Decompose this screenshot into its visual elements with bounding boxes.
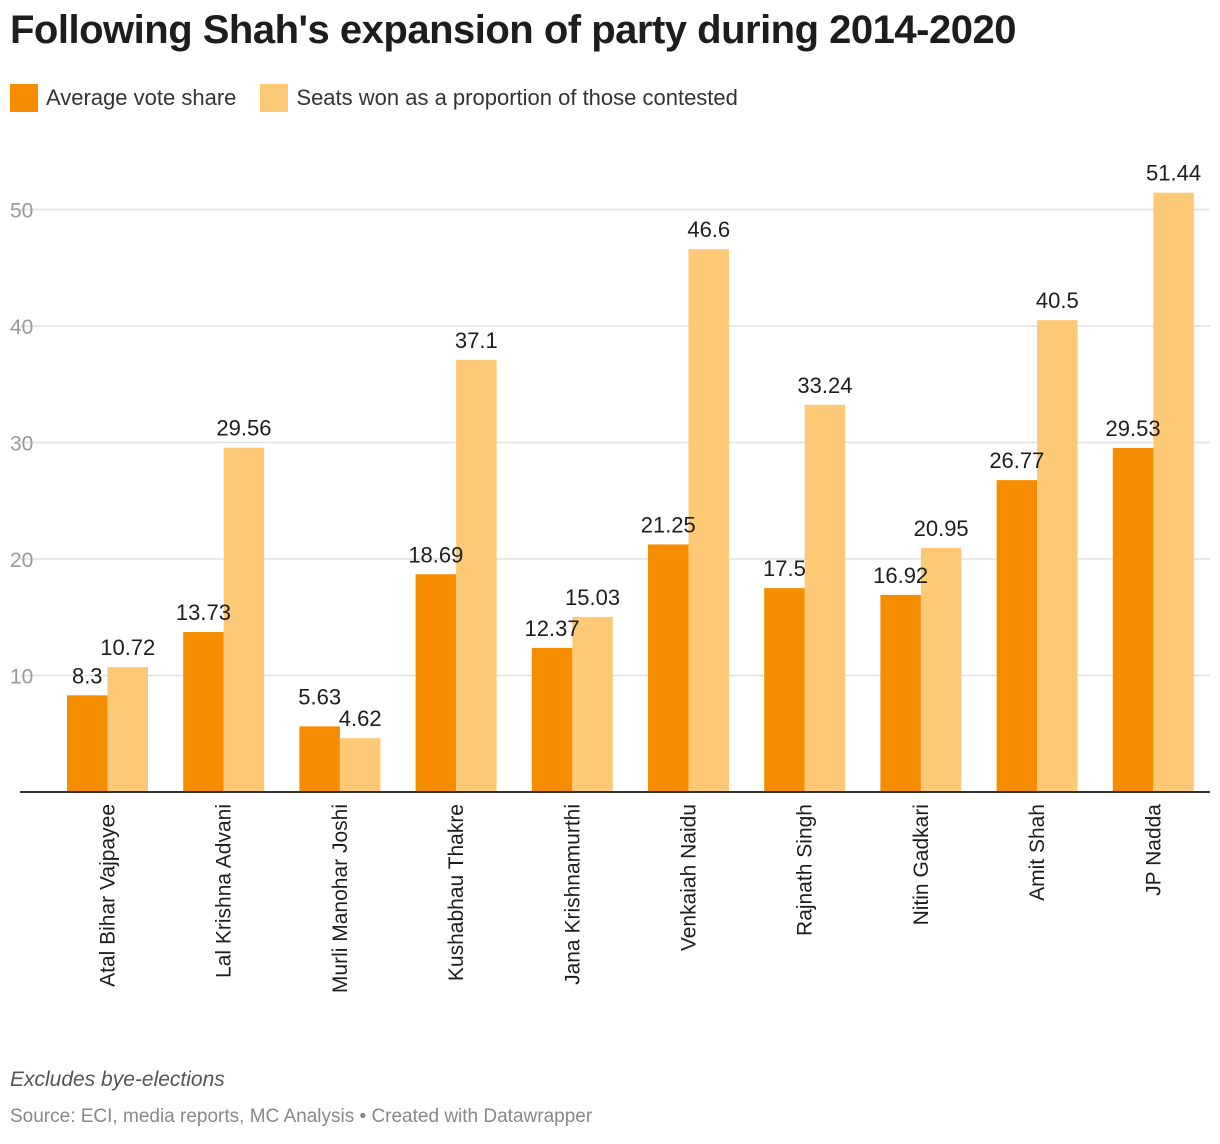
legend-item-seats-won: Seats won as a proportion of those conte…: [260, 84, 738, 112]
bar: [223, 447, 265, 792]
bar: [415, 574, 457, 792]
x-tick-label: JP Nadda: [1142, 804, 1165, 896]
x-tick-label: Amit Shah: [1026, 804, 1049, 901]
bar: [920, 547, 962, 792]
bar: [1037, 320, 1078, 792]
y-tick-label: 10: [10, 666, 33, 689]
data-label: 20.95: [914, 516, 969, 541]
data-label: 40.5: [1036, 288, 1079, 313]
x-tick-label: Nitin Gadkari: [910, 804, 933, 925]
y-tick-label: 20: [10, 549, 33, 572]
data-label: 33.24: [797, 373, 852, 398]
data-label: 13.73: [176, 600, 231, 625]
legend-swatch-vote-share: [10, 84, 38, 112]
bar: [880, 594, 921, 792]
chart-source: Source: ECI, media reports, MC Analysis …: [10, 1106, 593, 1127]
x-axis: Atal Bihar Vajpayee Lal Krishna Advani Mur…: [20, 791, 1210, 993]
bar: [996, 480, 1038, 792]
x-tick-label: Venkaiah Naidu: [678, 804, 701, 951]
bar: [572, 616, 613, 792]
bar: [339, 738, 381, 792]
gridlines: 10 20 30 40 50: [10, 200, 1210, 689]
y-tick-label: 40: [10, 316, 33, 339]
bar: [688, 249, 729, 793]
bar: [1153, 192, 1194, 792]
bar: [648, 544, 689, 792]
data-label: 5.63: [298, 684, 341, 709]
y-tick-label: 30: [10, 433, 33, 456]
bar: [183, 632, 224, 792]
bar: [299, 726, 340, 792]
bar: [456, 359, 497, 792]
data-label: 17.5: [763, 556, 806, 581]
bar: [67, 695, 108, 792]
x-tick-label: Atal Bihar Vajpayee: [97, 804, 120, 987]
x-tick-label: Jana Krishnamurthi: [561, 804, 584, 985]
chart-legend: Average vote share Seats won as a propor…: [10, 84, 762, 112]
legend-label-vote-share: Average vote share: [46, 85, 237, 110]
data-label: 21.25: [641, 512, 696, 537]
data-label: 29.56: [216, 416, 271, 441]
legend-swatch-seats-won: [260, 84, 289, 112]
x-tick-label: Murli Manohar Joshi: [329, 804, 352, 993]
data-label: 51.44: [1146, 161, 1201, 186]
bar-chart: 10 20 30 40 50 8.3 10.72 13.73 29.56 5.634.62 18.…: [10, 161, 1210, 993]
chart-title: Following Shah's expansion of party duri…: [10, 8, 1016, 52]
data-label: 26.77: [989, 448, 1044, 473]
data-label: 12.37: [525, 616, 580, 641]
data-label: 46.6: [687, 217, 730, 242]
bar: [1112, 447, 1154, 792]
legend-item-vote-share: Average vote share: [10, 84, 236, 112]
bar: [804, 404, 846, 792]
data-label: 4.62: [339, 706, 382, 731]
data-label: 29.53: [1106, 416, 1161, 441]
legend-label-seats-won: Seats won as a proportion of those conte…: [296, 85, 738, 110]
data-label: 8.3: [72, 663, 103, 688]
bar: [764, 588, 805, 792]
x-tick-label: Lal Krishna Advani: [213, 804, 236, 978]
bars: [67, 192, 1194, 793]
data-labels: 8.3 10.72 13.73 29.56 5.634.62 18.69 37.1 12.37…: [72, 161, 1201, 731]
chart-notes: Excludes bye-elections: [10, 1068, 225, 1091]
data-label: 15.03: [565, 585, 620, 610]
bar: [531, 647, 573, 792]
y-tick-label: 50: [10, 200, 33, 223]
data-label: 18.69: [408, 542, 463, 567]
x-tick-label: Kushabhau Thakre: [445, 804, 468, 981]
data-label: 16.92: [873, 563, 928, 588]
data-label: 10.72: [100, 635, 155, 660]
data-label: 37.1: [455, 328, 498, 353]
bar: [107, 667, 148, 792]
x-tick-label: Rajnath Singh: [794, 804, 817, 936]
